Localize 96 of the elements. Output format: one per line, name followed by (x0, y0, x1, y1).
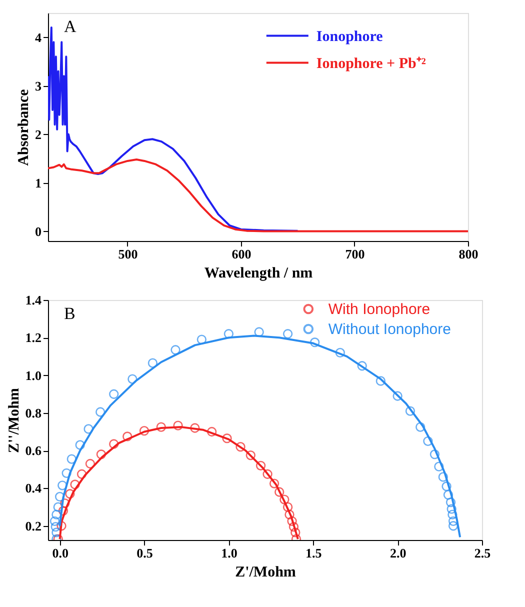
point (206, 426, 217, 437)
y-axis-title: Absorbance (16, 88, 32, 166)
point (109, 389, 119, 399)
point (256, 460, 266, 470)
y-tick-label: 0.6 (25, 443, 42, 458)
point (448, 521, 458, 531)
point (70, 480, 80, 490)
y-axis-title: Z''/Mohm (6, 388, 22, 454)
point (53, 502, 63, 512)
point (109, 439, 119, 449)
point (156, 422, 166, 432)
x-axis-title: Z'/Mohm (235, 564, 296, 580)
point (54, 492, 65, 502)
point (442, 482, 452, 492)
point (84, 424, 94, 434)
point (62, 468, 72, 478)
point (60, 498, 70, 508)
x-tick-label: 500 (118, 246, 138, 262)
x-tick-label: 0.0 (52, 546, 68, 560)
point (448, 510, 458, 520)
point (423, 436, 433, 446)
point (173, 420, 183, 430)
point (430, 450, 440, 460)
point (416, 422, 426, 432)
x-tick-label: 2.0 (390, 546, 406, 560)
y-tick-label: 4 (35, 30, 42, 45)
point (282, 502, 293, 512)
point (190, 423, 200, 433)
point (274, 487, 284, 497)
legend-label: Without Ionophore (328, 321, 451, 338)
point (122, 432, 132, 442)
point (75, 440, 85, 450)
point (66, 454, 76, 464)
point (76, 469, 87, 479)
point (392, 391, 402, 401)
x-tick-label: 700 (345, 246, 365, 262)
point (405, 406, 416, 416)
y-tick-label: 1.4 (25, 292, 42, 308)
point (269, 478, 280, 488)
point (438, 472, 448, 482)
point (357, 361, 367, 371)
point (58, 480, 68, 490)
point (288, 522, 299, 532)
point (446, 504, 456, 514)
legend-label: Ionophore + Pb⁺² (316, 56, 426, 72)
point (58, 506, 68, 516)
point (335, 348, 345, 358)
point (290, 528, 300, 538)
point (448, 516, 458, 526)
annotation: B (64, 304, 76, 323)
x-tick-label: 0.5 (136, 546, 154, 560)
point (128, 374, 138, 384)
x-tick-label: 600 (232, 246, 252, 262)
y-tick-label: 0 (35, 224, 42, 239)
point (246, 450, 256, 460)
point (282, 329, 293, 339)
y-tick-label: 3 (35, 78, 42, 94)
point (224, 329, 234, 339)
point (254, 327, 264, 337)
x-tick-label: 1.0 (221, 546, 238, 560)
x-axis-title: Wavelength / nm (204, 266, 314, 282)
legend-label: With Ionophore (328, 301, 430, 318)
point (50, 516, 60, 526)
legend-label: Ionophore (316, 28, 384, 45)
point (222, 434, 232, 444)
point (170, 345, 180, 355)
annotation: A (64, 17, 77, 36)
y-tick-label: 1 (35, 175, 42, 190)
point (376, 376, 386, 386)
point (96, 407, 106, 417)
y-tick-label: 0.4 (25, 480, 42, 496)
x-tick-label: 2.5 (474, 546, 492, 560)
point (310, 338, 320, 348)
point (434, 462, 444, 472)
point (280, 494, 290, 504)
y-tick-label: 1.2 (25, 330, 42, 346)
y-tick-label: 0.2 (25, 518, 42, 534)
x-tick-label: 1.5 (306, 546, 322, 560)
point (65, 489, 75, 499)
point (262, 469, 272, 479)
y-tick-label: 2 (35, 126, 42, 142)
point (287, 516, 297, 526)
point (446, 498, 456, 508)
point (96, 450, 106, 460)
point (85, 458, 96, 469)
point (148, 358, 158, 368)
point (139, 426, 150, 436)
line-series (48, 158, 468, 232)
point (443, 490, 454, 500)
x-tick-label: 800 (458, 246, 478, 262)
y-tick-label: 0.8 (25, 405, 42, 420)
point (284, 510, 294, 520)
point (52, 510, 62, 520)
y-tick-label: 1.0 (25, 368, 42, 383)
point (196, 334, 207, 344)
point (236, 442, 246, 452)
